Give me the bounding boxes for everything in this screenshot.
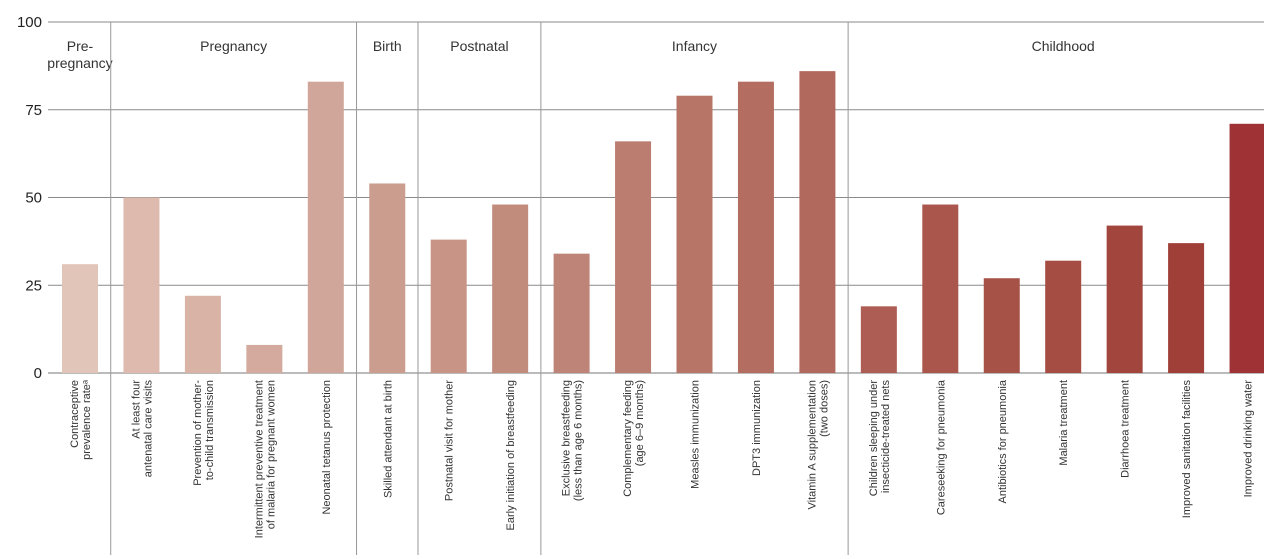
y-tick-label: 75: [25, 102, 42, 119]
category-label: Vitamin A supplementation(two doses): [806, 380, 830, 509]
bar: [184, 295, 221, 373]
bar: [983, 278, 1020, 373]
bar: [1045, 260, 1082, 373]
phase-label: Pregnancy: [200, 38, 267, 54]
bar: [307, 81, 344, 374]
category-label: Careseeking for pneumonia: [935, 379, 947, 515]
category-label: Skilled attendant at birth: [382, 380, 394, 498]
category-label: Malaria treatment: [1058, 380, 1070, 466]
bar: [676, 95, 713, 374]
phase-label: Childhood: [1032, 38, 1095, 54]
category-label: Neonatal tetanus protection: [321, 380, 333, 515]
bar: [1229, 123, 1264, 373]
bar: [246, 344, 283, 373]
category-label: Children sleeping underinsecticide-treat…: [868, 380, 892, 497]
bar: [369, 183, 406, 373]
category-label: Antibiotics for pneumonia: [997, 379, 1009, 503]
bar: [799, 71, 836, 373]
bar: [615, 141, 652, 373]
bar: [430, 239, 467, 373]
category-label: DPT3 immunization: [751, 380, 763, 476]
category-label: Postnatal visit for mother: [444, 380, 456, 501]
category-label: Intermittent preventive treatmentof mala…: [253, 380, 277, 538]
phase-label: Pre-pregnancy: [47, 38, 112, 71]
y-tick-label: 100: [17, 14, 42, 31]
phase-label: Infancy: [672, 38, 717, 54]
category-label: Contraceptiveprevalence rateᵃ: [69, 379, 93, 460]
category-label: Improved drinking water: [1243, 380, 1255, 498]
category-label: Improved sanitation facilities: [1181, 380, 1193, 519]
phase-label: Birth: [373, 38, 402, 54]
bar: [123, 197, 160, 373]
bar: [922, 204, 959, 373]
y-tick-label: 25: [25, 277, 42, 294]
category-label: Exclusive breastfeeding(less than age 6 …: [561, 380, 585, 501]
bar: [737, 81, 774, 374]
y-tick-label: 0: [34, 365, 42, 382]
category-label: Diarrhoea treatment: [1120, 380, 1132, 478]
bar: [1106, 225, 1143, 373]
bar: [1168, 243, 1205, 373]
category-label: Prevention of mother-to-child transmissi…: [192, 380, 216, 486]
bar: [492, 204, 529, 373]
bar: [860, 306, 897, 373]
category-label: Early initiation of breastfeeding: [505, 380, 517, 530]
bar: [62, 264, 98, 373]
category-label: Complementary feeding(age 6–9 months): [622, 380, 646, 497]
y-tick-label: 50: [25, 190, 42, 207]
category-label: At least fourantenatal care visits: [130, 380, 154, 478]
phase-label: Postnatal: [450, 38, 508, 54]
category-label: Measles immunization: [690, 380, 702, 489]
bar: [553, 253, 590, 373]
